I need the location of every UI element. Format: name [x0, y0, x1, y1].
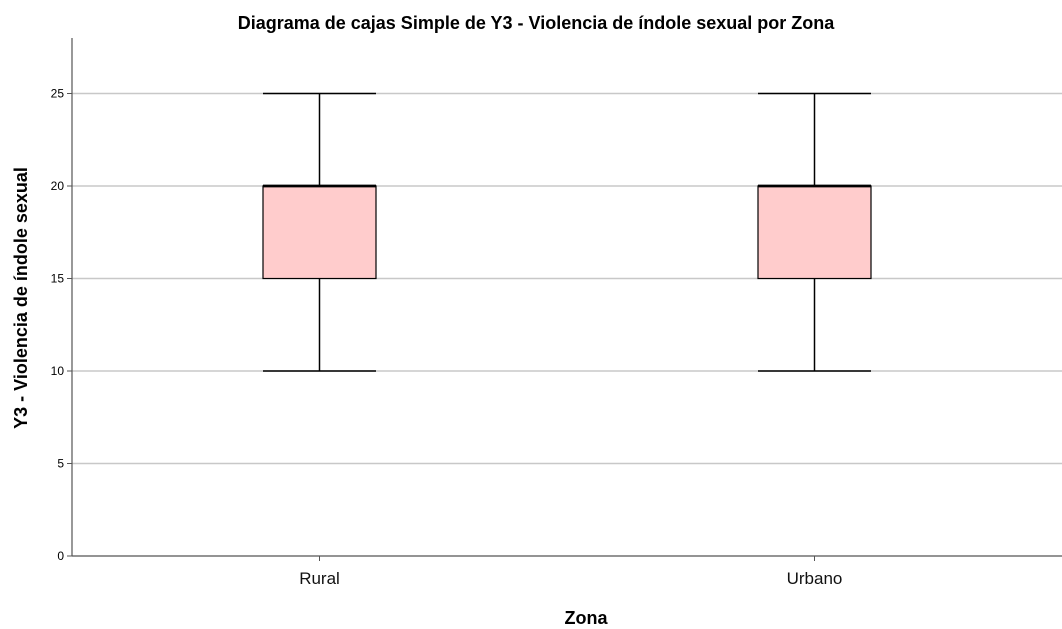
- x-axis-title: Zona: [565, 608, 609, 628]
- grid-layer: [67, 92, 1062, 557]
- box-layer: [262, 92, 872, 372]
- box-iqr: [757, 185, 872, 280]
- y-tick-label: 15: [51, 272, 65, 286]
- y-tick-label: 25: [51, 87, 65, 101]
- x-tick-label-urbano: Urbano: [787, 569, 843, 588]
- y-tick-label: 5: [57, 457, 64, 471]
- y-tick-label: 20: [51, 179, 65, 193]
- y-tick-label: 0: [57, 549, 64, 563]
- x-tick-label-rural: Rural: [299, 569, 340, 588]
- y-axis-title: Y3 - Violencia de índole sexual: [11, 167, 31, 429]
- box-urbano: [757, 92, 872, 372]
- box-iqr: [262, 185, 377, 280]
- chart-title: Diagrama de cajas Simple de Y3 - Violenc…: [238, 13, 836, 33]
- y-tick-label: 10: [51, 364, 65, 378]
- box-rural: [262, 92, 377, 372]
- y-tick-labels: 0 5 10 15 20 25: [51, 87, 65, 564]
- x-tick-labels: Rural Urbano: [299, 556, 842, 588]
- axis-layer: [71, 38, 1062, 557]
